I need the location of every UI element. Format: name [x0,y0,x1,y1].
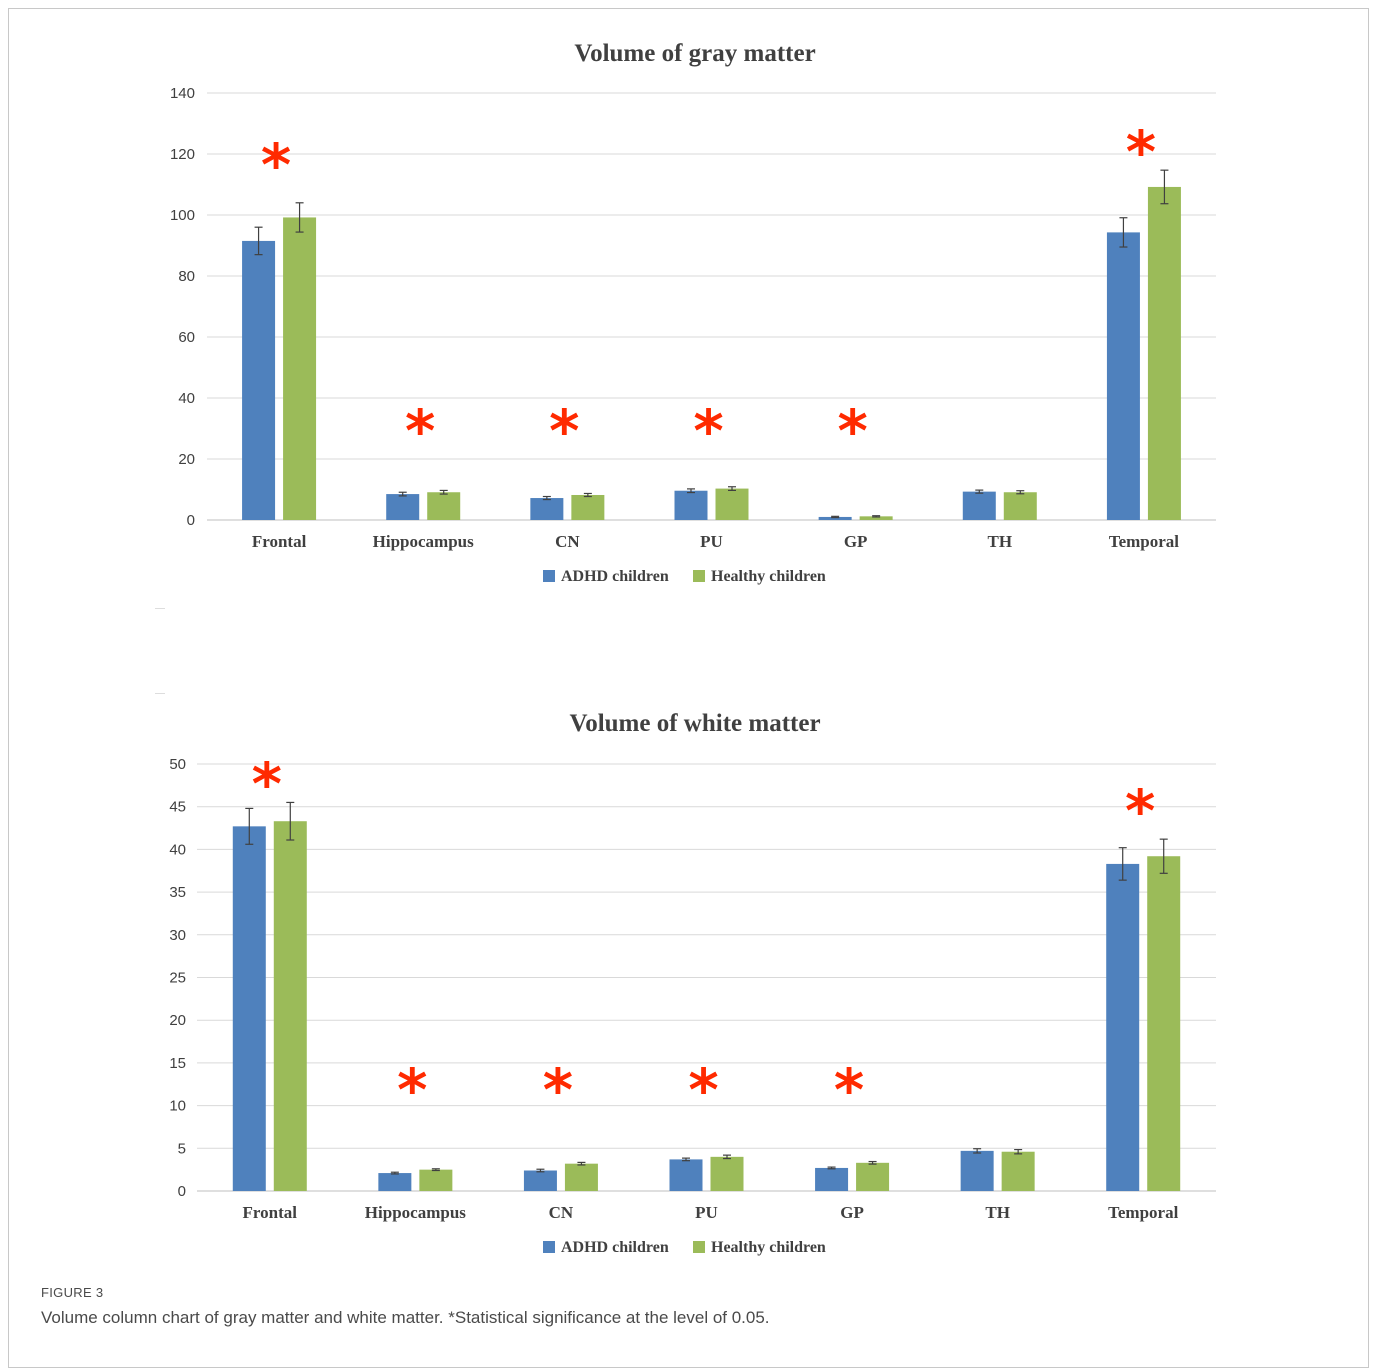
significance-star: * [1126,118,1156,186]
significance-star: * [543,1056,573,1124]
y-tick-label: 20 [169,1012,186,1029]
bar-healthy [856,1162,890,1191]
legend-swatch-healthy [693,1241,705,1253]
significance-star: * [405,397,435,465]
legend-label-healthy: Healthy children [711,568,826,585]
x-tick-label: Temporal [1108,1203,1178,1222]
bar-adhd [669,1159,703,1191]
significance-star: * [693,397,723,465]
y-tick-label: 120 [170,146,195,163]
separator-mark [155,608,165,609]
bar-healthy [571,494,605,520]
bar-healthy [715,488,749,520]
significance-star: * [834,1056,864,1124]
bar-healthy [1147,856,1181,1191]
y-tick-label: 15 [169,1055,186,1072]
bar-healthy [273,821,307,1191]
y-tick-label: 40 [178,390,195,407]
y-tick-label: 140 [170,85,195,102]
y-tick-label: 60 [178,329,195,346]
bar-healthy [859,516,893,520]
x-tick-label: Frontal [243,1203,298,1222]
y-tick-label: 40 [169,841,186,858]
significance-star: * [397,1056,427,1124]
legend-label-healthy: Healthy children [711,1239,826,1256]
bar-healthy [1001,1151,1035,1191]
bar-healthy [1003,492,1037,520]
bar-healthy [283,217,317,520]
bar-adhd [962,491,996,520]
x-tick-label: CN [555,532,580,551]
figure-caption: Volume column chart of gray matter and w… [41,1308,770,1327]
legend-swatch-adhd [543,570,555,582]
y-tick-label: 30 [169,927,186,944]
bar-adhd [818,516,852,520]
bar-adhd [1106,232,1140,520]
significance-star: * [1125,777,1155,845]
x-tick-label: Hippocampus [373,532,474,551]
y-tick-label: 0 [187,512,195,529]
y-tick-label: 10 [169,1098,186,1115]
y-tick-label: 50 [169,756,186,773]
y-tick-label: 45 [169,799,186,816]
y-tick-label: 25 [169,970,186,987]
bar-healthy [427,492,461,520]
legend-swatch-adhd [543,1241,555,1253]
significance-star: * [549,397,579,465]
bar-adhd [386,494,420,520]
x-tick-label: PU [695,1203,718,1222]
x-tick-label: GP [840,1203,864,1222]
x-tick-label: Temporal [1109,532,1179,551]
y-tick-label: 0 [178,1183,186,1200]
y-tick-label: 20 [178,451,195,468]
bar-adhd [378,1173,412,1191]
chart-title: Volume of white matter [569,710,820,737]
bar-adhd [674,490,708,520]
bar-healthy [564,1163,598,1191]
chart-title: Volume of gray matter [574,40,815,67]
x-tick-label: PU [700,532,723,551]
bar-adhd [815,1167,849,1191]
bar-adhd [232,826,266,1191]
x-tick-label: Frontal [252,532,307,551]
significance-star: * [837,397,867,465]
y-tick-label: 35 [169,884,186,901]
significance-star: * [688,1056,718,1124]
bar-adhd [523,1170,557,1191]
bar-adhd [530,498,564,520]
bar-healthy [1147,186,1181,520]
x-tick-label: Hippocampus [365,1203,466,1222]
legend-label-adhd: ADHD children [561,568,669,585]
x-tick-label: TH [988,532,1013,551]
bar-adhd [960,1150,994,1191]
x-tick-label: GP [844,532,868,551]
gray-matter-chart: Volume of gray matter 0 20 40 60 80 100 120 140 F… [170,40,1216,585]
figure-label: FIGURE 3 [41,1285,104,1300]
bar-adhd [242,240,276,521]
legend-label-adhd: ADHD children [561,1239,669,1256]
y-tick-label: 5 [178,1140,186,1157]
bar-adhd [1106,863,1140,1191]
x-tick-label: CN [549,1203,574,1222]
y-tick-label: 80 [178,268,195,285]
legend-swatch-healthy [693,570,705,582]
white-matter-chart: Volume of white matter 0 5 10 15 20 25 30 35 40 45… [169,710,1216,1256]
x-tick-label: TH [985,1203,1010,1222]
bar-healthy [419,1169,453,1191]
significance-star: * [252,750,282,818]
significance-star: * [261,131,291,199]
y-tick-label: 100 [170,207,195,224]
bar-healthy [710,1156,744,1191]
separator-mark [155,693,165,694]
